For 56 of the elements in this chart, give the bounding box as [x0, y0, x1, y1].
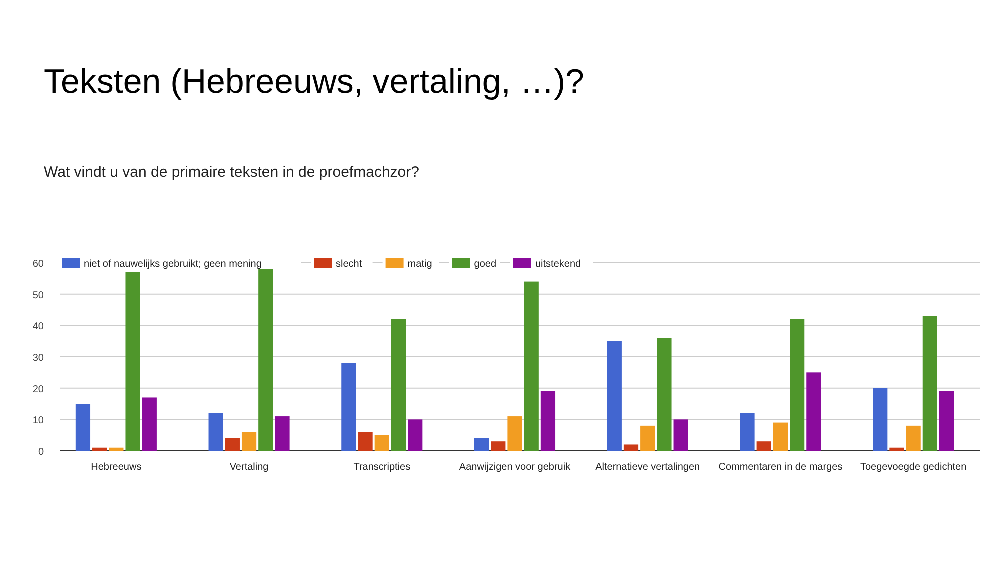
bar [624, 444, 639, 451]
bar [756, 442, 772, 451]
y-tick-label: 30 [32, 353, 44, 364]
y-tick-label: 60 [32, 259, 44, 270]
bar [524, 282, 539, 451]
x-tick-label: Toegevoegde gedichten [860, 462, 967, 473]
bar [607, 341, 622, 451]
bar [773, 422, 788, 451]
x-tick-label: Transcripties [354, 462, 411, 473]
legend-label: slecht [336, 259, 362, 270]
bar [358, 432, 373, 451]
bar [922, 316, 938, 451]
y-tick-label: 10 [32, 416, 44, 427]
x-tick-label: Vertaling [230, 462, 269, 473]
bar [890, 448, 904, 451]
bar [873, 388, 888, 451]
bar [391, 319, 406, 451]
bar [225, 438, 240, 451]
bar [92, 448, 108, 451]
bar [258, 269, 274, 451]
legend-label: goed [474, 259, 497, 270]
bar [491, 442, 506, 451]
legend-label: uitstekend [536, 259, 582, 270]
bar [906, 426, 921, 451]
bar [342, 363, 356, 451]
bar [142, 398, 157, 451]
bar [540, 391, 556, 451]
chart-title: Teksten (Hebreeuws, vertaling, …)? [44, 63, 584, 101]
y-tick-label: 20 [32, 384, 44, 396]
x-tick-label: Commentaren in de marges [718, 462, 843, 473]
bar [408, 420, 423, 451]
bar [242, 432, 257, 451]
bar [640, 426, 656, 451]
bar [76, 404, 91, 451]
bar [806, 372, 822, 451]
bar [208, 413, 224, 451]
y-tick-label: 0 [38, 447, 44, 458]
bar [474, 438, 490, 451]
y-tick-label: 40 [32, 322, 44, 333]
y-tick-label: 50 [32, 290, 44, 302]
bar [374, 435, 390, 451]
bar [275, 416, 290, 451]
x-tick-label: Aanwijzigen voor gebruik [459, 462, 572, 473]
x-tick-label: Hebreeuws [91, 462, 142, 473]
bar [109, 448, 124, 451]
x-tick-label: Alternatieve vertalingen [596, 462, 700, 473]
legend-label: niet of nauwelijks gebruikt; geen mening [84, 259, 262, 270]
bar [939, 391, 954, 451]
bar [674, 420, 688, 451]
bar [657, 338, 672, 451]
chart-subtitle: Wat vindt u van de primaire teksten in de proefmachzor? [44, 164, 420, 181]
bar [126, 272, 140, 451]
legend-label: matig [408, 259, 432, 270]
bar [508, 416, 522, 451]
bar [790, 319, 805, 451]
bar [740, 413, 755, 451]
